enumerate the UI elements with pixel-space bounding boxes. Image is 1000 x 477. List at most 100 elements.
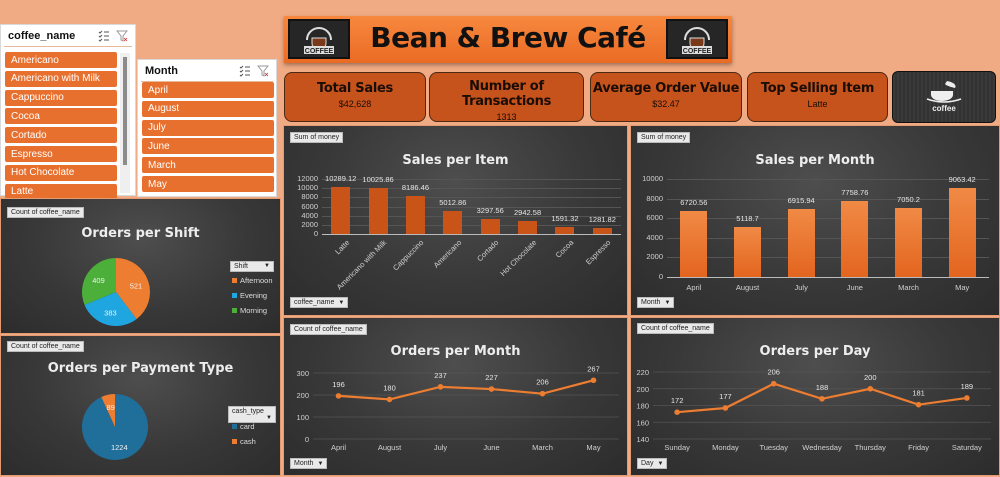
slicer-item[interactable]: Americano — [5, 52, 117, 68]
legend-field-button[interactable]: Shift ▼ — [230, 261, 274, 272]
data-line — [338, 379, 594, 401]
scrollbar-thumb[interactable] — [123, 57, 127, 165]
chart-title: Orders per Month — [390, 344, 521, 359]
y-tick-label: 180 — [636, 402, 649, 411]
x-tick-label: June — [483, 443, 499, 452]
kpi-transactions: Number of Transactions 1313 — [429, 72, 584, 122]
bar[interactable] — [787, 209, 815, 277]
x-tick-label: Wednesday — [802, 443, 842, 452]
data-point[interactable] — [819, 396, 825, 402]
dropdown-arrow-icon: ▼ — [317, 461, 324, 467]
slicer-item[interactable]: Hot Chocolate — [5, 164, 117, 181]
gridline — [667, 198, 989, 200]
orders-per-day-chart: Count of coffee_name Orders per Day 140 1… — [630, 317, 1000, 476]
legend-item[interactable]: Evening — [232, 291, 267, 300]
axis-field-button[interactable]: Day ▼ — [637, 458, 668, 469]
pie-slice[interactable] — [101, 394, 115, 427]
slicer-item[interactable]: Americano with Milk — [5, 70, 117, 87]
bar[interactable] — [518, 220, 538, 234]
bar[interactable] — [895, 207, 922, 277]
axis-field-button[interactable]: coffee_name ▼ — [290, 297, 349, 308]
data-label: 237 — [434, 371, 447, 380]
bar[interactable] — [948, 188, 976, 277]
data-label: 89 — [107, 403, 115, 412]
bar[interactable] — [368, 188, 388, 234]
value-field-button[interactable]: Count of coffee_name — [7, 207, 84, 218]
svg-text:COFFEE: COFFEE — [305, 48, 334, 55]
slicer-item[interactable]: July — [142, 119, 274, 136]
chart-title: Orders per Shift — [81, 226, 200, 241]
slicer-item[interactable]: April — [142, 82, 274, 98]
data-point[interactable] — [915, 401, 922, 408]
data-point[interactable] — [335, 393, 342, 399]
bar[interactable] — [480, 218, 500, 234]
x-tick-label: July — [794, 283, 808, 292]
data-point[interactable] — [722, 405, 729, 411]
slicer-item[interactable]: March — [142, 157, 274, 174]
legend-item[interactable]: card — [232, 422, 255, 431]
data-label: 6720.56 — [680, 198, 708, 208]
slicer-item[interactable]: Cappuccino — [5, 89, 117, 106]
slicer-item[interactable]: Cortado — [5, 127, 117, 144]
multi-select-icon[interactable] — [98, 30, 110, 42]
y-tick-label: 220 — [636, 368, 649, 377]
bar[interactable] — [555, 226, 575, 234]
bar[interactable] — [405, 196, 425, 234]
x-tick-label: March — [898, 283, 919, 292]
data-point[interactable] — [867, 385, 874, 392]
x-tick-label: Cappuccino — [391, 238, 426, 273]
bar[interactable] — [680, 211, 708, 277]
x-tick-label: May — [955, 283, 970, 292]
slicer-item[interactable]: Latte — [5, 183, 117, 200]
dropdown-arrow-icon: ▼ — [338, 300, 345, 306]
scrollbar[interactable] — [120, 53, 130, 193]
bar[interactable] — [443, 211, 463, 234]
data-point[interactable] — [590, 377, 597, 384]
legend-item[interactable]: cash — [232, 437, 256, 446]
slicer-item[interactable]: Cocoa — [5, 108, 117, 125]
slicer-item[interactable]: May — [142, 176, 274, 192]
y-tick-label: 2000 — [301, 219, 318, 229]
slicer-title: coffee_name — [8, 29, 76, 42]
slicer-item[interactable]: August — [142, 100, 274, 117]
slicer-item[interactable]: Espresso — [5, 146, 117, 162]
legend-item[interactable]: Afternoon — [232, 276, 273, 285]
line-plot: 0 100 200 300 196 April 180 August 237 July 227 Jun… — [296, 364, 619, 452]
bar[interactable] — [331, 186, 351, 234]
value-field-button[interactable]: Count of coffee_name — [637, 323, 714, 334]
data-label: 181 — [912, 389, 925, 398]
x-tick-label: April — [686, 283, 702, 292]
pie-slice[interactable] — [82, 258, 116, 305]
slicer-item[interactable]: June — [142, 138, 274, 155]
data-label: 206 — [536, 378, 549, 387]
kpi-average-order-value: Average Order Value $32.47 — [590, 72, 742, 122]
bar[interactable] — [592, 228, 612, 234]
data-point[interactable] — [539, 390, 546, 397]
data-point[interactable] — [488, 386, 495, 392]
value-field-button[interactable]: Count of coffee_name — [7, 341, 84, 352]
pie-slice[interactable] — [84, 292, 137, 326]
bar[interactable] — [734, 226, 761, 277]
value-field-button[interactable]: Sum of money — [637, 132, 691, 143]
gridline — [667, 257, 989, 259]
clear-filter-icon[interactable] — [257, 65, 269, 77]
value-field-button[interactable]: Sum of money — [290, 132, 344, 143]
axis-field-button[interactable]: Month ▼ — [290, 458, 328, 469]
data-label: 7758.76 — [841, 187, 869, 197]
pie-slice[interactable] — [116, 258, 150, 320]
legend-item[interactable]: Morning — [232, 306, 267, 315]
legend-field-button[interactable]: cash_type ▼ — [228, 406, 276, 423]
multi-select-icon[interactable] — [239, 65, 251, 77]
data-point[interactable] — [386, 396, 393, 403]
data-point[interactable] — [674, 409, 680, 415]
data-point[interactable] — [964, 395, 970, 401]
data-point[interactable] — [770, 380, 777, 387]
axis-field-button[interactable]: Month ▼ — [637, 297, 675, 308]
dashboard-title: Bean & Brew Café — [370, 21, 646, 54]
clear-filter-icon[interactable] — [116, 30, 128, 42]
data-label: 196 — [332, 380, 345, 389]
data-point[interactable] — [437, 384, 444, 390]
value-field-button[interactable]: Count of coffee_name — [290, 324, 367, 335]
bar[interactable] — [841, 200, 869, 277]
data-label: 521 — [130, 281, 143, 290]
